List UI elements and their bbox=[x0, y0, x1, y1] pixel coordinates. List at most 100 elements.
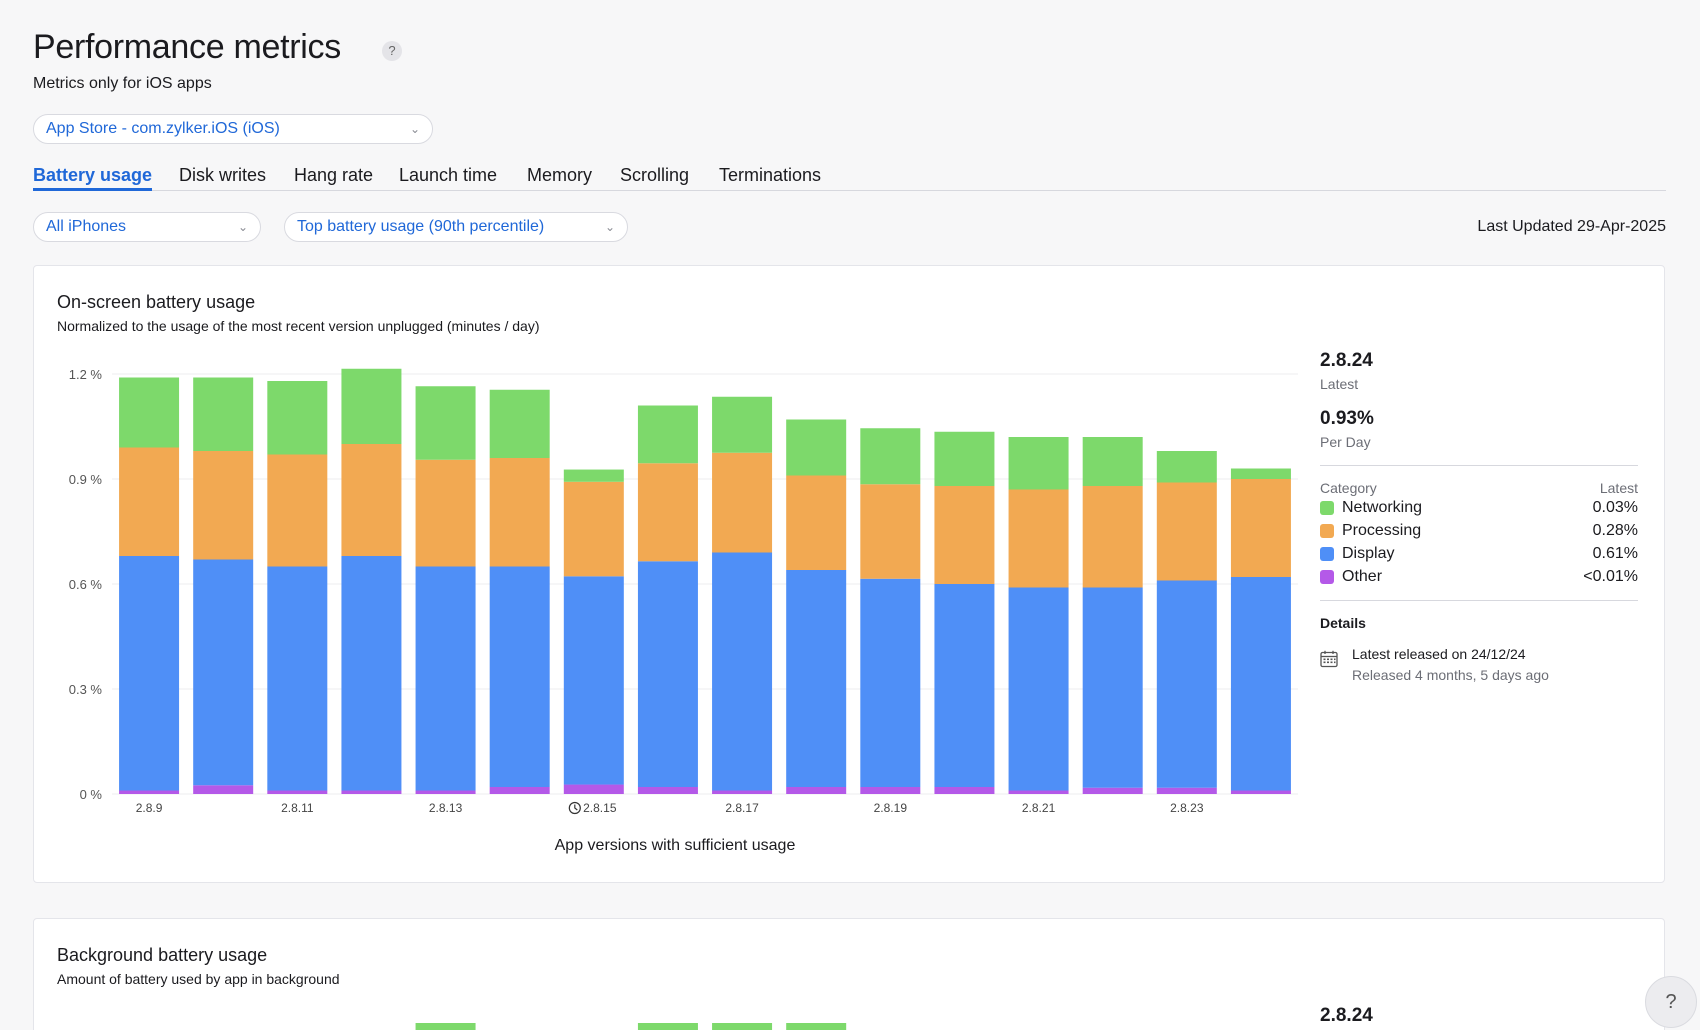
help-button[interactable]: ? bbox=[1645, 976, 1697, 1028]
display-swatch bbox=[1320, 547, 1334, 561]
x-tick-label: 2.8.21 bbox=[1022, 801, 1056, 815]
calendar-icon bbox=[1320, 650, 1338, 668]
bar-segment-processing bbox=[119, 447, 180, 556]
card-subtitle: Normalized to the usage of the most rece… bbox=[57, 318, 540, 334]
chevron-down-icon: ⌄ bbox=[237, 220, 248, 234]
y-tick-label: 0 % bbox=[80, 787, 103, 802]
bar-segment-other bbox=[267, 790, 328, 794]
processing-swatch bbox=[1320, 524, 1334, 538]
background-bar-segment bbox=[415, 1023, 476, 1030]
y-tick-label: 0.6 % bbox=[69, 577, 103, 592]
latest-header: Latest bbox=[1599, 480, 1638, 496]
bar-segment-processing bbox=[934, 486, 995, 584]
release-line: Latest released on 24/12/24 bbox=[1352, 646, 1526, 662]
chevron-down-icon: ⌄ bbox=[604, 220, 615, 234]
bar-segment-networking bbox=[119, 377, 180, 448]
card-title: Background battery usage bbox=[57, 945, 268, 965]
tab-hang-rate[interactable]: Hang rate bbox=[294, 165, 374, 185]
app-select-value: App Store - com.zylker.iOS (iOS) bbox=[46, 120, 280, 137]
category-value: <0.01% bbox=[1583, 568, 1638, 585]
bar-segment-other bbox=[934, 787, 995, 794]
category-row-networking: Networking 0.03% bbox=[1320, 499, 1638, 519]
category-row-processing: Processing 0.28% bbox=[1320, 522, 1638, 542]
bar-segment-processing bbox=[489, 458, 550, 567]
tab-terminations[interactable]: Terminations bbox=[719, 165, 822, 185]
release-ago: Released 4 months, 5 days ago bbox=[1352, 667, 1549, 683]
bar-segment-other bbox=[563, 784, 624, 794]
bar-segment-display bbox=[489, 566, 550, 787]
category-label: Processing bbox=[1342, 522, 1422, 539]
category-label: Networking bbox=[1342, 499, 1423, 516]
page-title: Performance metrics bbox=[33, 28, 341, 66]
bar-segment-other bbox=[786, 787, 847, 794]
tab-memory[interactable]: Memory bbox=[527, 165, 593, 185]
bar-segment-processing bbox=[712, 452, 773, 553]
category-header: Category bbox=[1320, 480, 1377, 496]
metric-filter[interactable]: Top battery usage (90th percentile) ⌄ bbox=[284, 212, 628, 242]
bar-segment-display bbox=[341, 556, 402, 791]
onscreen-battery-chart: 0 % 0.3 % 0.6 % 0.9 % 1.2 % 2.8.9 2.8.11 2.8.13… bbox=[69, 367, 1298, 854]
bar-segment-other bbox=[193, 785, 254, 794]
bar-segment-networking bbox=[415, 386, 476, 460]
tab-disk-writes[interactable]: Disk writes bbox=[179, 165, 267, 185]
bar-segment-display bbox=[1156, 580, 1217, 788]
bar-segment-display bbox=[193, 559, 254, 786]
bar-segment-other bbox=[1156, 787, 1217, 794]
other-swatch bbox=[1320, 570, 1334, 584]
bar-segment-networking bbox=[637, 405, 698, 464]
metric-filter-value: Top battery usage (90th percentile) bbox=[297, 218, 545, 235]
divider bbox=[1320, 600, 1638, 601]
card-subtitle: Amount of battery used by app in backgro… bbox=[57, 971, 340, 987]
bar-segment-other bbox=[489, 787, 550, 794]
chevron-down-icon: ⌄ bbox=[409, 122, 420, 136]
latest-version-panel: 2.8.24 Latest 0.93% Per Day Category Lat… bbox=[1320, 266, 1638, 884]
x-tick-label: 2.8.13 bbox=[429, 801, 463, 815]
category-value: 0.03% bbox=[1592, 499, 1638, 516]
x-tick-label: 2.8.11 bbox=[281, 801, 314, 815]
bar-segment-networking bbox=[193, 377, 254, 451]
bar-segment-networking bbox=[786, 419, 847, 476]
bar-segment-networking bbox=[1156, 451, 1217, 483]
device-filter[interactable]: All iPhones ⌄ bbox=[33, 212, 261, 242]
onscreen-battery-card: On-screen battery usage Normalized to th… bbox=[33, 265, 1665, 883]
bar-segment-processing bbox=[193, 451, 254, 560]
category-value: 0.28% bbox=[1592, 522, 1638, 539]
background-latest-version: 2.8.24 bbox=[1320, 1005, 1373, 1026]
bar-segment-processing bbox=[1082, 486, 1143, 588]
bar-segment-display bbox=[860, 578, 921, 787]
tab-battery-usage[interactable]: Battery usage bbox=[33, 165, 153, 191]
bar-segment-networking bbox=[267, 381, 328, 455]
metric-tabs: Battery usage Disk writes Hang rate Laun… bbox=[33, 165, 1666, 191]
bar-segment-processing bbox=[341, 444, 402, 556]
bar-segment-processing bbox=[415, 459, 476, 567]
per-day-value: 0.93% bbox=[1320, 408, 1374, 429]
tab-scrolling[interactable]: Scrolling bbox=[620, 165, 690, 185]
tab-launch-time[interactable]: Launch time bbox=[399, 165, 498, 185]
device-filter-value: All iPhones bbox=[46, 218, 127, 235]
bar-segment-networking bbox=[563, 469, 624, 482]
card-title: On-screen battery usage bbox=[57, 292, 256, 312]
bar-segment-other bbox=[860, 787, 921, 794]
background-bar-segment bbox=[712, 1023, 773, 1030]
bar-segment-processing bbox=[1008, 489, 1069, 588]
bar-segment-display bbox=[786, 570, 847, 787]
category-value: 0.61% bbox=[1592, 545, 1638, 562]
bar-segment-other bbox=[119, 790, 180, 794]
bar-segment-other bbox=[415, 790, 476, 794]
app-select[interactable]: App Store - com.zylker.iOS (iOS) ⌄ bbox=[33, 114, 433, 144]
networking-swatch bbox=[1320, 501, 1334, 515]
bar-segment-processing bbox=[1156, 482, 1217, 581]
bar-segment-display bbox=[934, 584, 995, 787]
per-day-caption: Per Day bbox=[1320, 434, 1371, 450]
bar-segment-display bbox=[1230, 577, 1291, 791]
y-tick-label: 0.9 % bbox=[69, 472, 103, 487]
y-tick-label: 1.2 % bbox=[69, 367, 103, 382]
bar-segment-other bbox=[1230, 790, 1291, 794]
bar-segment-display bbox=[712, 552, 773, 791]
x-tick-label: 2.8.19 bbox=[874, 801, 908, 815]
help-icon[interactable]: ? bbox=[382, 41, 402, 61]
bar-segment-other bbox=[712, 790, 773, 794]
bar-segment-other bbox=[341, 790, 402, 794]
bar-segment-processing bbox=[860, 484, 921, 579]
background-bar-segment bbox=[786, 1023, 847, 1030]
